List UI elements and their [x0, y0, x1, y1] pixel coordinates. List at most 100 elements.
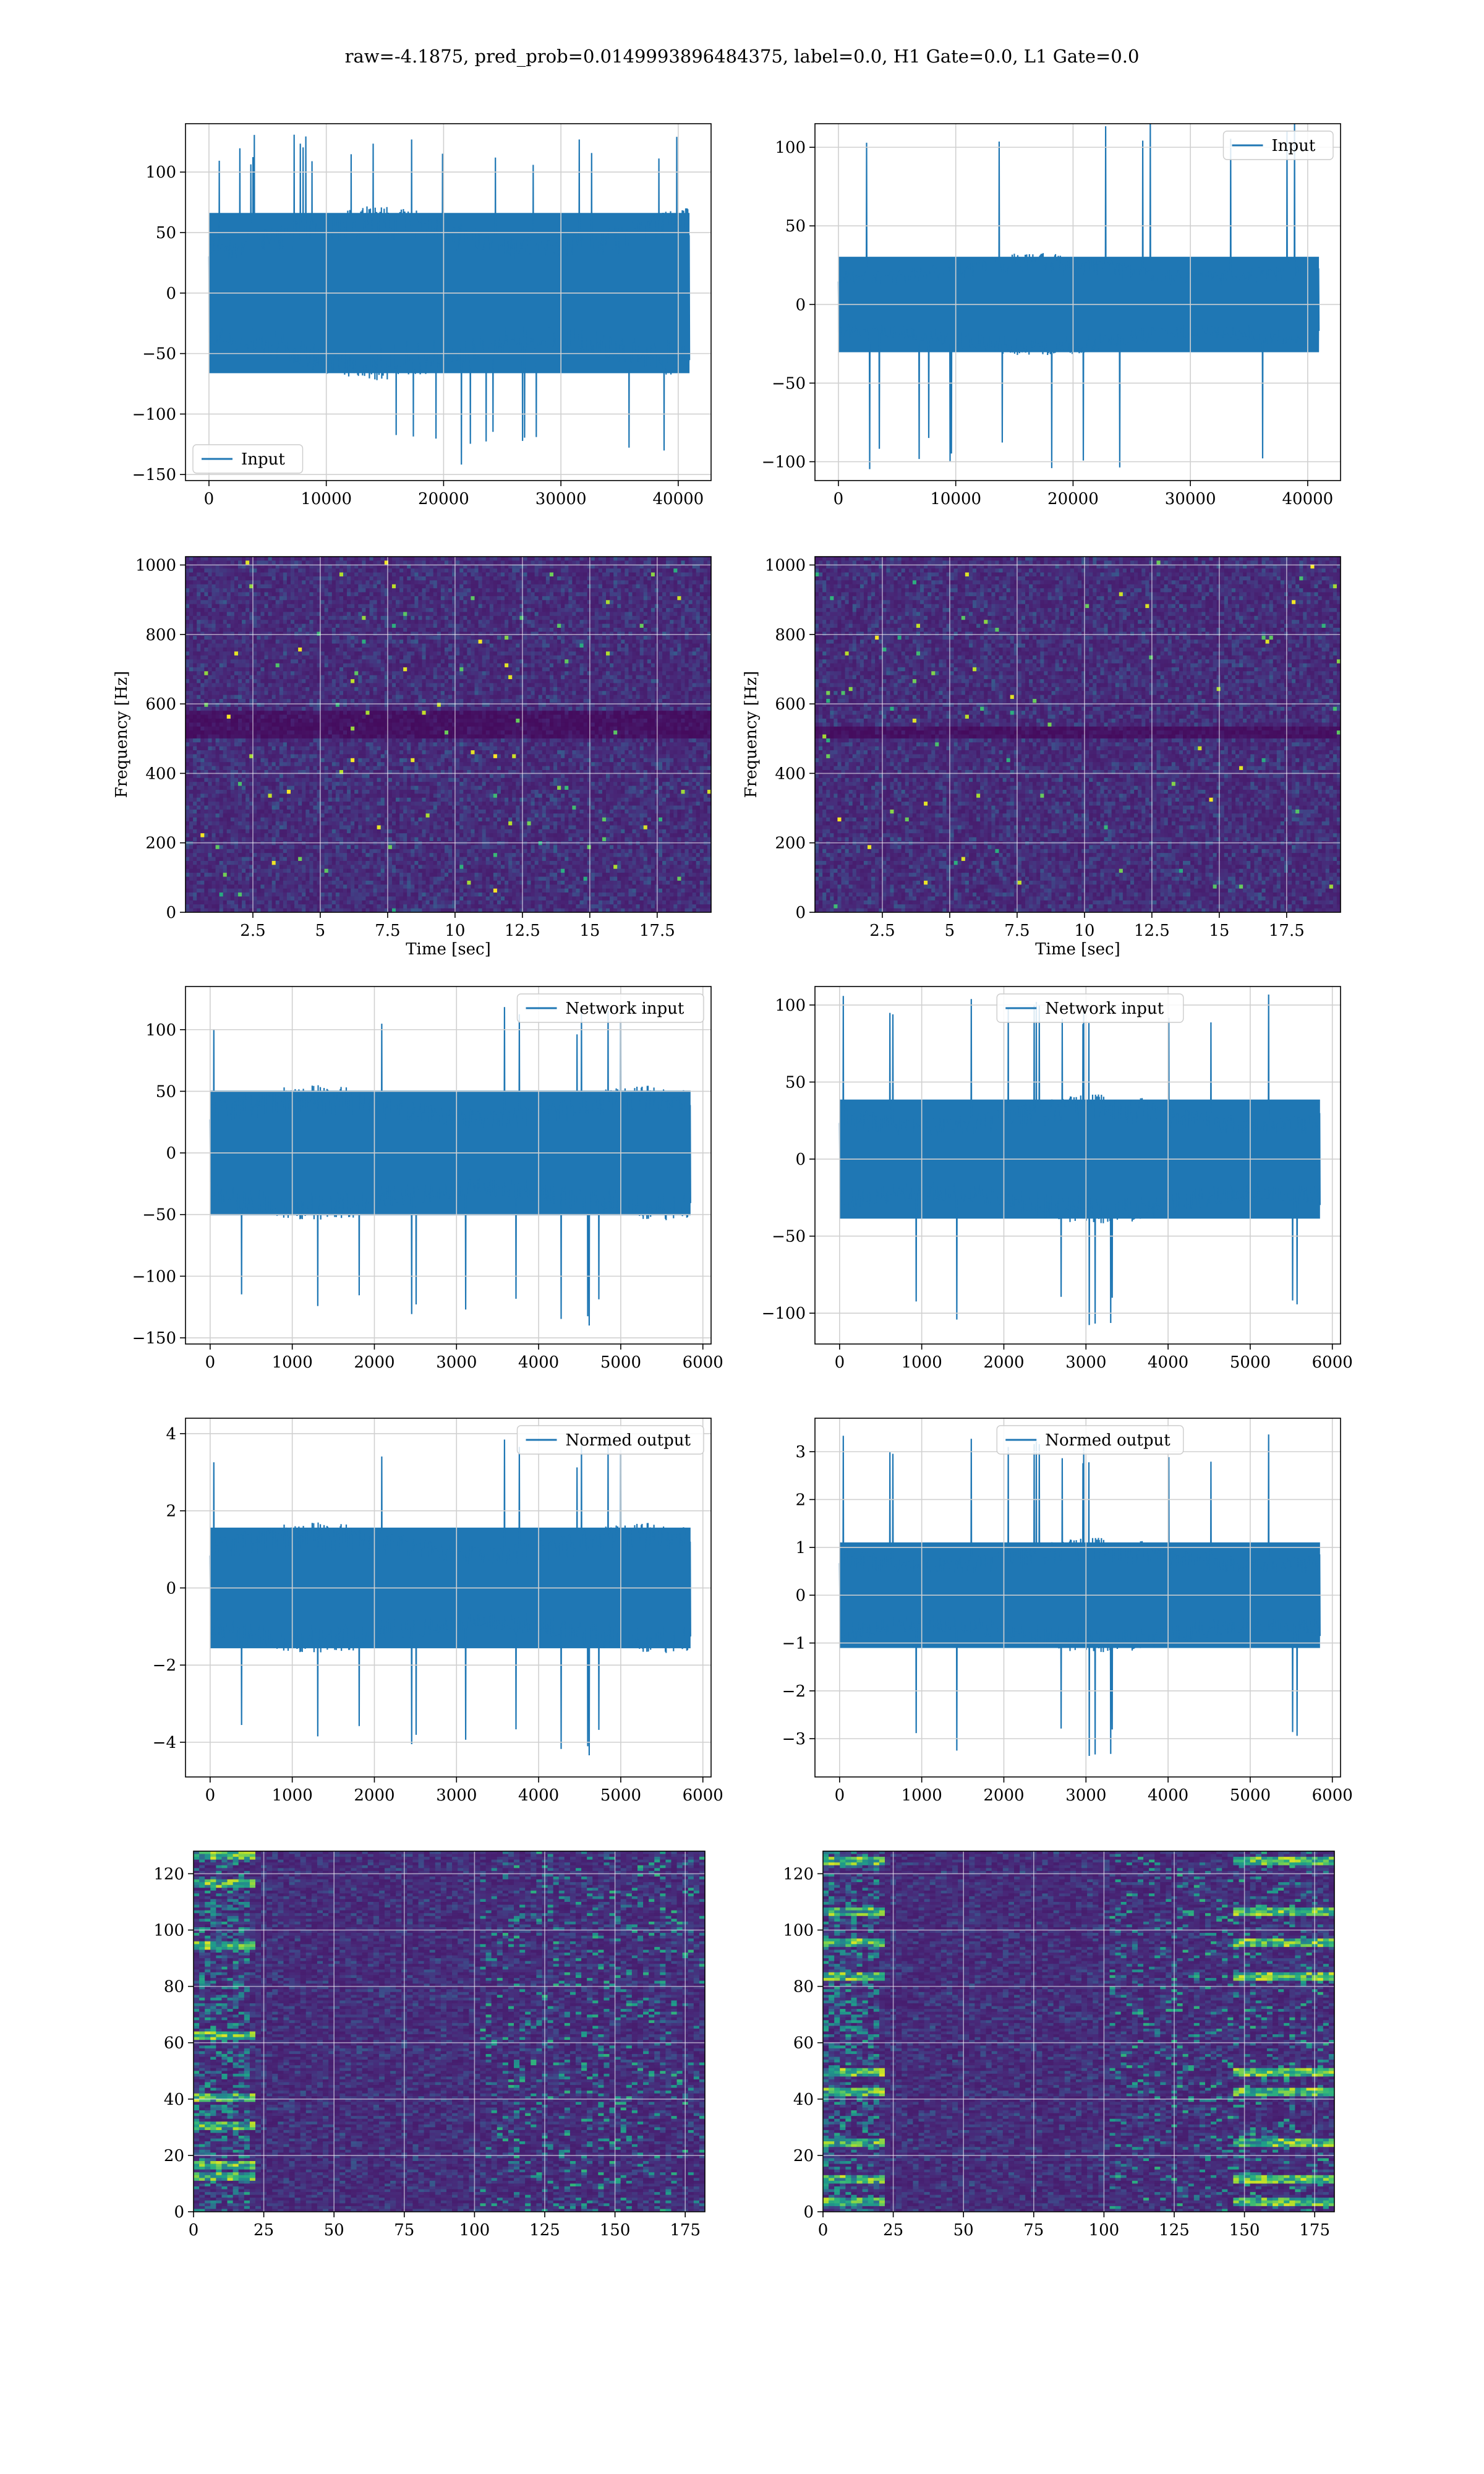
y-tick-label: 800: [775, 626, 806, 644]
x-tick-label: 10000: [301, 490, 352, 508]
series-line: [209, 1439, 691, 1756]
panel-spectrogram-h1: 2.5 5 7.5 10 12.5 15 17.5 0 200 400 600 800 1000 Time…: [113, 556, 712, 959]
y-tick-label: −100: [132, 1267, 176, 1286]
x-tick-label: 17.5: [1269, 922, 1305, 940]
y-tick-label: −150: [132, 1329, 176, 1348]
y-tick-label: 0: [795, 1150, 806, 1169]
x-tick-label: 175: [1299, 2221, 1330, 2240]
grid: [815, 1418, 1341, 1777]
y-tick-label: 120: [153, 1865, 184, 1883]
x-tick-label: 25: [254, 2221, 274, 2240]
figure-suptitle: raw=-4.1875, pred_prob=0.014999389648437…: [0, 46, 1484, 67]
axes-frame: [185, 1418, 712, 1778]
y-tick-label: 120: [783, 1865, 814, 1883]
y-tick-label: 0: [803, 2203, 814, 2222]
x-tick-label: 40000: [1282, 490, 1334, 508]
x-tick-label: 30000: [1165, 490, 1216, 508]
y-axis-label: Frequency [Hz]: [113, 671, 131, 798]
x-tick-label: 15: [579, 922, 600, 940]
y-tick-label: 100: [775, 139, 806, 157]
x-tick-label: 25: [883, 2221, 903, 2240]
legend-label: Network input: [566, 999, 684, 1018]
x-tick-label: 100: [459, 2221, 490, 2240]
plot-area: [837, 124, 1320, 469]
x-axis-label: Time [sec]: [406, 940, 491, 959]
x-tick-label: 2000: [354, 1786, 394, 1805]
x-tick-label: 175: [670, 2221, 701, 2240]
x-tick-label: 3000: [1065, 1786, 1106, 1805]
y-tick-label: 1000: [765, 556, 806, 575]
x-tick-label: 0: [205, 1353, 216, 1372]
y-axis-label: Frequency [Hz]: [742, 671, 761, 798]
grid: [186, 557, 711, 913]
panel-normed-output-l1: 0 1000 2000 3000 4000 5000 6000 −3 −2 −1 0 1 2 3 Norme…: [782, 1418, 1353, 1805]
legend-label: Normed output: [566, 1431, 691, 1450]
x-tick-label: 6000: [1312, 1353, 1353, 1372]
x-tick-label: 12.5: [1134, 922, 1170, 940]
axes-frame: [185, 556, 712, 913]
x-tick-label: 2000: [983, 1786, 1024, 1805]
x-tick-label: 7.5: [375, 922, 400, 940]
y-tick-label: −50: [772, 374, 806, 393]
panel-spectrogram-l1: 2.5 5 7.5 10 12.5 15 17.5 0 200 400 600 800 1000 Time…: [742, 556, 1341, 959]
x-tick-label: 5000: [600, 1786, 641, 1805]
panel-network-input-h1: 0 1000 2000 3000 4000 5000 6000 −150 −100 −50 0 50 1…: [132, 986, 723, 1372]
x-tick-label: 5000: [1230, 1786, 1271, 1805]
y-tick-label: −4: [153, 1734, 176, 1752]
y-tick-label: 400: [145, 764, 176, 783]
legend: Network input: [996, 993, 1184, 1023]
x-tick-label: 3000: [436, 1786, 477, 1805]
y-tick-label: 50: [785, 1073, 806, 1092]
y-tick-label: 2: [795, 1491, 806, 1509]
x-tick-label: 20000: [418, 490, 469, 508]
legend: Input: [1222, 131, 1334, 160]
y-tick-label: −150: [132, 466, 176, 484]
legend-label: Normed output: [1045, 1431, 1171, 1450]
x-tick-label: 2.5: [240, 922, 265, 940]
series-line: [838, 994, 1321, 1325]
x-tick-label: 0: [818, 2221, 829, 2240]
y-tick-label: 0: [166, 285, 176, 303]
x-tick-label: 6000: [683, 1353, 723, 1372]
x-tick-label: 1000: [902, 1786, 942, 1805]
legend-box: [516, 993, 704, 1023]
y-tick-label: 40: [793, 2091, 814, 2109]
y-tick-label: 200: [145, 834, 176, 853]
y-tick-label: 0: [166, 1144, 176, 1163]
y-tick-label: 0: [166, 1579, 176, 1598]
x-tick-label: 4000: [518, 1786, 559, 1805]
y-tick-label: 2: [166, 1502, 176, 1521]
plot-area: [186, 557, 711, 912]
axes-frame: [814, 123, 1341, 481]
plot-area: [838, 994, 1321, 1325]
x-tick-label: 0: [835, 1786, 845, 1805]
axes-frame: [193, 1851, 706, 2212]
y-tick-label: 0: [795, 1586, 806, 1605]
x-tick-label: 5000: [600, 1353, 641, 1372]
y-tick-label: 50: [785, 217, 806, 236]
x-tick-label: 2.5: [869, 922, 895, 940]
y-tick-label: 0: [795, 904, 806, 922]
grid: [815, 557, 1341, 913]
x-tick-label: 100: [1089, 2221, 1120, 2240]
legend-label: Input: [1272, 137, 1316, 155]
y-tick-label: 20: [164, 2147, 184, 2165]
y-tick-label: −3: [782, 1730, 806, 1748]
y-tick-label: 4: [166, 1425, 176, 1444]
y-tick-label: −50: [772, 1228, 806, 1246]
y-tick-label: −2: [153, 1656, 176, 1675]
panel-network-input-l1: 0 1000 2000 3000 4000 5000 6000 −100 −50 0 50 100 Ne…: [762, 986, 1353, 1372]
x-tick-label: 1000: [272, 1353, 313, 1372]
x-tick-label: 10: [1074, 922, 1094, 940]
legend-box: [1222, 131, 1334, 160]
panel-input-h1: 0 10000 20000 30000 40000 −150 −100 −50 0 50 100 In…: [132, 123, 712, 508]
x-tick-label: 15: [1209, 922, 1229, 940]
x-tick-label: 0: [835, 1353, 845, 1372]
y-tick-label: −50: [142, 1206, 176, 1225]
axes-frame: [185, 123, 712, 481]
x-tick-label: 125: [1159, 2221, 1190, 2240]
y-tick-label: 600: [145, 695, 176, 714]
y-tick-label: 3: [795, 1443, 806, 1462]
y-tick-label: −1: [782, 1634, 806, 1653]
